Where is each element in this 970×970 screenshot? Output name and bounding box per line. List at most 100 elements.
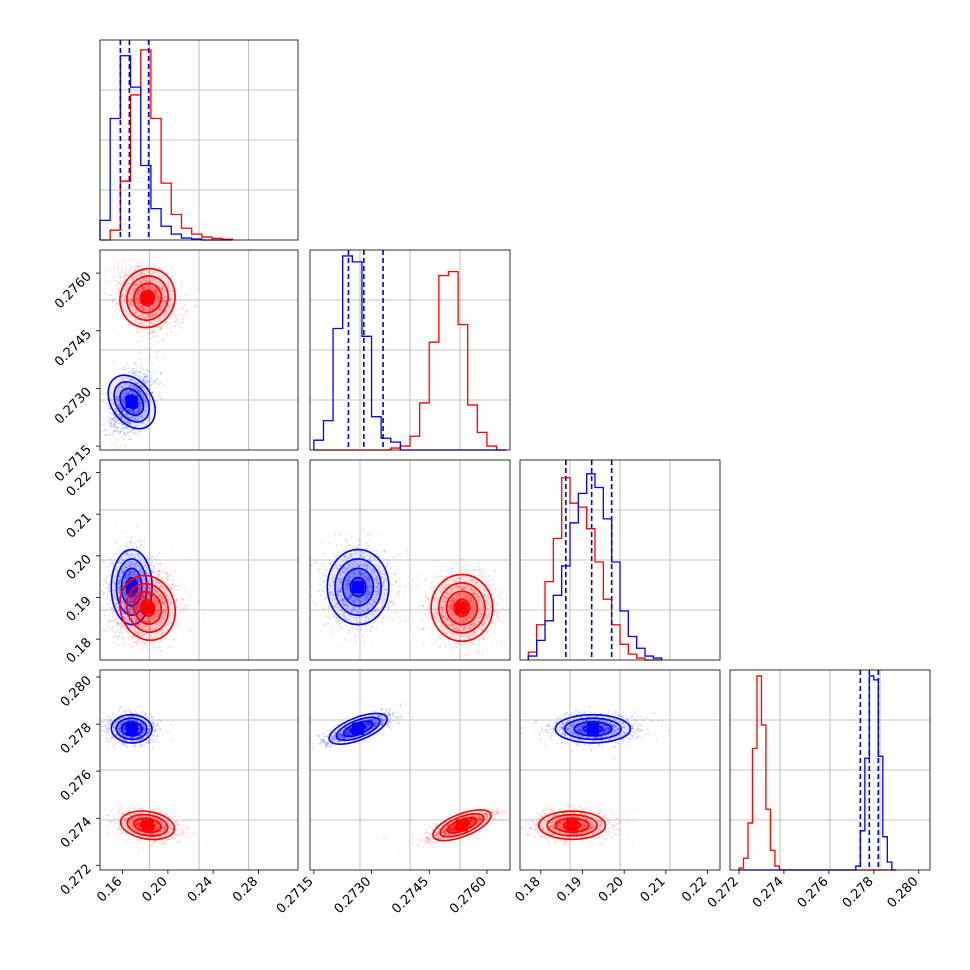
scatter-point	[175, 314, 178, 317]
scatter-point	[135, 283, 138, 286]
scatter-point	[116, 643, 119, 646]
scatter-point	[138, 370, 141, 373]
red-density-peak	[141, 292, 154, 305]
scatter-point	[135, 276, 138, 279]
scatter-point	[128, 409, 131, 412]
scatter-point	[123, 398, 126, 401]
scatter-point	[88, 629, 90, 631]
scatter-point	[127, 638, 130, 641]
scatter-point	[144, 375, 147, 378]
scatter-point	[125, 391, 128, 394]
scatter-point	[125, 412, 128, 415]
scatter-point	[107, 282, 110, 285]
scatter-point	[124, 434, 127, 437]
scatter-point	[150, 313, 153, 316]
scatter-point	[152, 381, 155, 384]
scatter-point	[168, 290, 171, 293]
scatter-point	[123, 419, 126, 422]
scatter-point	[134, 283, 137, 286]
scatter-point	[130, 368, 133, 371]
scatter-point	[135, 411, 138, 414]
scatter-point	[129, 636, 132, 639]
scatter-point	[139, 383, 142, 386]
scatter-point	[144, 285, 147, 288]
scatter-point	[126, 420, 129, 423]
scatter-point	[147, 328, 150, 331]
scatter-point	[114, 395, 117, 398]
scatter-point	[147, 393, 150, 396]
scatter-point	[144, 285, 147, 288]
scatter-point	[111, 402, 114, 405]
scatter-point	[116, 397, 119, 400]
scatter-point	[153, 371, 156, 374]
scatter-point	[133, 371, 136, 374]
scatter-point	[123, 382, 126, 385]
scatter-point	[168, 299, 171, 302]
scatter-point	[156, 314, 159, 317]
scatter-point	[148, 280, 151, 283]
scatter-point	[140, 415, 143, 418]
scatter-point	[143, 396, 146, 399]
scatter-point	[117, 399, 120, 402]
scatter-point	[144, 406, 147, 409]
scatter-point	[119, 430, 122, 433]
scatter-point	[177, 321, 180, 324]
scatter-point	[165, 333, 168, 336]
scatter-point	[149, 384, 152, 387]
scatter-point	[139, 402, 142, 405]
scatter-point	[170, 297, 173, 300]
scatter-point	[152, 330, 155, 333]
scatter-point	[156, 295, 159, 298]
scatter-point	[122, 392, 125, 395]
scatter-point	[169, 316, 172, 319]
scatter-point	[156, 301, 159, 304]
scatter-point	[115, 429, 118, 432]
scatter-point	[149, 384, 152, 387]
scatter-point	[138, 404, 141, 407]
scatter-point	[130, 300, 133, 303]
scatter-point	[123, 402, 126, 405]
scatter-point	[151, 560, 154, 563]
scatter-point	[120, 417, 123, 420]
scatter-point	[119, 445, 122, 448]
scatter-point	[141, 289, 144, 292]
scatter-point	[115, 427, 118, 430]
scatter-point	[149, 314, 152, 317]
scatter-point	[122, 418, 125, 421]
scatter-point	[138, 388, 141, 391]
scatter-point	[145, 392, 148, 395]
scatter-point	[154, 291, 157, 294]
scatter-point	[140, 271, 143, 274]
scatter-point	[147, 382, 150, 385]
scatter-point	[152, 255, 155, 258]
scatter-point	[178, 309, 181, 312]
scatter-point	[156, 300, 159, 303]
scatter-point	[137, 433, 140, 436]
scatter-point	[116, 401, 119, 404]
scatter-point	[121, 299, 124, 302]
scatter-point	[108, 573, 111, 576]
scatter-point	[128, 272, 131, 275]
scatter-point	[139, 392, 142, 395]
scatter-point	[139, 272, 142, 275]
scatter-point	[133, 269, 136, 272]
scatter-point	[157, 554, 160, 557]
scatter-point	[112, 402, 115, 405]
scatter-point	[119, 245, 121, 247]
scatter-point	[122, 402, 125, 405]
scatter-point	[113, 403, 116, 406]
scatter-point	[116, 334, 119, 337]
scatter-point	[123, 308, 126, 311]
scatter-point	[126, 390, 129, 393]
scatter-point	[113, 423, 116, 426]
scatter-point	[143, 288, 146, 291]
scatter-point	[154, 313, 157, 316]
scatter-point	[118, 413, 121, 416]
scatter-point	[158, 296, 161, 299]
scatter-point	[126, 419, 129, 422]
scatter-point	[167, 321, 170, 324]
scatter-point	[102, 584, 105, 587]
scatter-point	[121, 270, 124, 273]
scatter-point	[140, 273, 143, 276]
scatter-point	[130, 385, 133, 388]
